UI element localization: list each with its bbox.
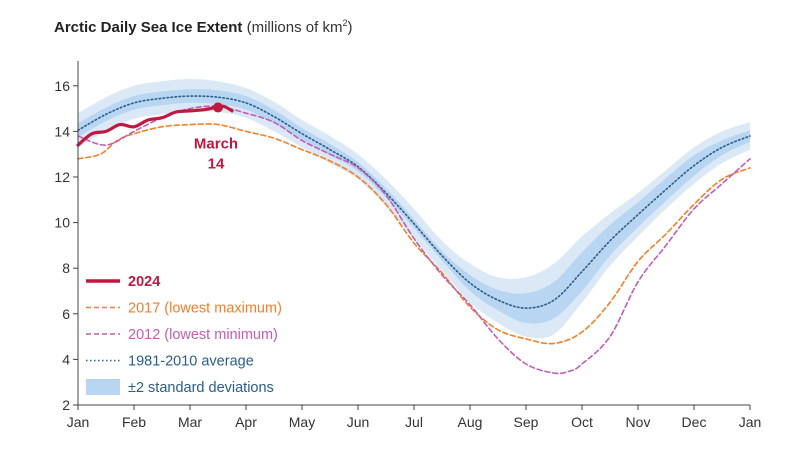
y-tick-label: 6	[62, 306, 70, 322]
series-line-y2017	[77, 123, 751, 345]
x-tick-label: Nov	[626, 414, 651, 430]
y-tick-label: 10	[54, 215, 70, 231]
x-tick-label: Jun	[347, 414, 370, 430]
legend-label-y2017: 2017 (lowest maximum)	[128, 301, 282, 317]
annotation-line2: 14	[208, 155, 225, 172]
x-tick-label: Oct	[571, 414, 593, 430]
chart-title-unit: (millions of km2)	[246, 18, 353, 36]
unit-suffix: )	[347, 19, 353, 36]
chart-title: Arctic Daily Sea Ice Extent (millions of…	[54, 18, 352, 36]
x-tick-label: Jul	[405, 414, 423, 430]
x-tick-label: Apr	[235, 414, 257, 430]
x-tick-label: May	[289, 414, 315, 430]
chart-title-main: Arctic Daily Sea Ice Extent	[54, 19, 243, 36]
series-line-average	[77, 95, 751, 309]
legend: 2024 2017 (lowest maximum) 2012 (lowest mi…	[86, 274, 282, 396]
x-tick-label: Jan	[67, 414, 90, 430]
legend-label-y2024: 2024	[128, 274, 160, 290]
annotation-line1: March	[194, 135, 238, 152]
x-tick-label: Jan	[739, 414, 762, 430]
unit-prefix: (millions of km	[246, 19, 343, 36]
std-bands	[78, 79, 750, 339]
x-tick-label: Feb	[122, 414, 146, 430]
x-tick-label: Sep	[514, 414, 539, 430]
legend-swatch-std2	[86, 379, 120, 395]
y-tick-label: 16	[54, 78, 70, 94]
legend-label-y2012: 2012 (lowest minimum)	[128, 327, 278, 343]
y-tick-label: 8	[62, 260, 70, 276]
x-tick-label: Mar	[178, 414, 202, 430]
unit-superscript: 2	[342, 18, 348, 28]
axes: 2 4 6 8 10 12 14 16 Jan Feb Mar Apr May Jun Jul Aug Sep O…	[54, 61, 761, 430]
x-tick-label: Dec	[682, 414, 707, 430]
legend-label-average: 1981-2010 average	[128, 354, 254, 370]
legend-label-std2: ±2 standard deviations	[128, 380, 274, 396]
y-tick-label: 12	[54, 169, 70, 185]
series-lines	[76, 95, 751, 375]
y-tick-label: 4	[62, 351, 70, 367]
y-tick-label: 2	[62, 397, 70, 413]
band-1sd	[78, 89, 750, 324]
annotation: March 14	[194, 135, 238, 172]
y-tick-label: 14	[54, 123, 70, 139]
x-tick-label: Aug	[458, 414, 483, 430]
series-line-y2012	[77, 105, 751, 375]
marker-2024-max	[213, 102, 223, 113]
